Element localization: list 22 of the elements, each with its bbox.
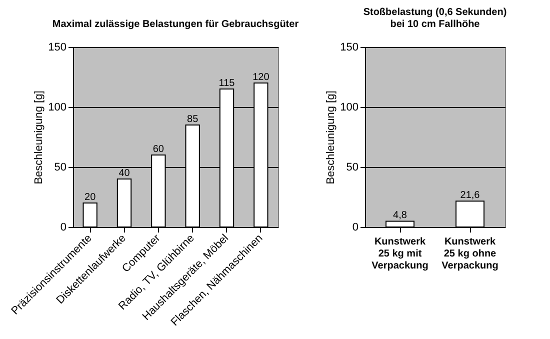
y-tick-label: 0 bbox=[60, 222, 66, 234]
chart-title: Stoßbelastung (0,6 Sekunden) bei 10 cm Fallhöhe bbox=[363, 7, 507, 30]
y-axis-title: Beschleunigung [g] bbox=[33, 90, 46, 184]
data-label: 115 bbox=[218, 78, 236, 89]
y-tick-label: 50 bbox=[346, 162, 358, 174]
data-label: 20 bbox=[84, 192, 96, 203]
y-axis-title: Beschleunigung [g] bbox=[325, 90, 338, 184]
data-label: 120 bbox=[252, 72, 270, 83]
chart-title: Maximal zulässige Belastungen für Gebrauchsgüter bbox=[52, 19, 299, 30]
data-label: 21,6 bbox=[460, 190, 480, 202]
y-tick-label: 150 bbox=[48, 42, 66, 54]
y-tick-label: 50 bbox=[54, 162, 66, 174]
y-tick-label: 0 bbox=[352, 222, 358, 234]
y-tick-label: 150 bbox=[340, 42, 358, 54]
x-tick-label: Kunstwerk 25 kg ohne Verpackung bbox=[442, 236, 498, 272]
x-tick-label: Kunstwerk 25 kg mit Verpackung bbox=[372, 236, 428, 272]
data-label: 4,8 bbox=[393, 210, 408, 222]
y-tick-label: 100 bbox=[340, 102, 358, 114]
data-label: 40 bbox=[118, 168, 130, 179]
y-tick-label: 100 bbox=[48, 102, 66, 114]
data-label: 85 bbox=[187, 114, 199, 125]
data-label: 60 bbox=[152, 144, 164, 155]
